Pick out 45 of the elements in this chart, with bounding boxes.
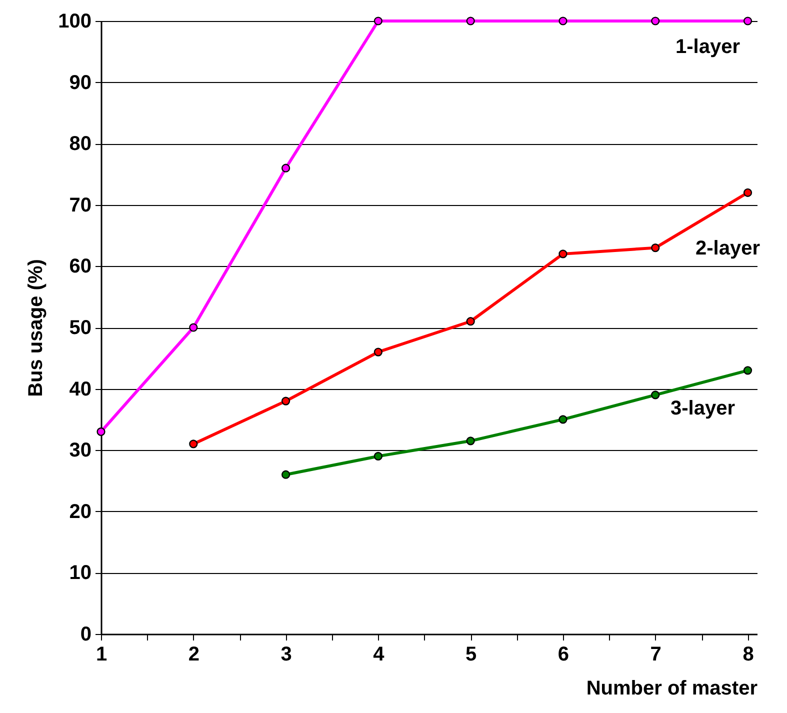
series-label: 3-layer: [670, 397, 736, 420]
y-tick-label: 20: [69, 500, 92, 523]
point: [651, 390, 660, 400]
y-tick-label: 60: [69, 256, 92, 278]
y-tick-label: 50: [69, 317, 92, 339]
x-tick-label: 5: [466, 644, 477, 666]
point: [96, 427, 106, 436]
point: [743, 16, 752, 26]
x-tick-label: 8: [742, 644, 754, 666]
x-tick-label: 7: [650, 644, 662, 666]
y-axis-title: Bus usage (%): [25, 259, 48, 397]
point: [374, 452, 382, 461]
point: [189, 440, 198, 448]
point: [466, 436, 475, 446]
y-tick-label: 10: [69, 562, 92, 584]
point: [743, 366, 752, 375]
y-tick-label: 100: [58, 10, 92, 32]
series-label: 1-layer: [676, 36, 740, 58]
y-tick-label: 90: [69, 72, 92, 94]
point: [651, 16, 660, 26]
point: [651, 244, 660, 252]
x-tick-label: 4: [373, 644, 386, 666]
y-tick-label: 40: [69, 378, 92, 400]
point: [281, 396, 290, 406]
point: [189, 323, 198, 332]
point: [281, 470, 290, 479]
y-tick-label: 80: [69, 133, 92, 156]
y-tick-label: 70: [69, 194, 92, 216]
x-axis-title: Number of master: [586, 678, 758, 700]
point: [466, 317, 475, 326]
x-tick-label: 1: [96, 644, 108, 666]
point: [374, 16, 382, 26]
point: [558, 250, 568, 258]
point: [466, 16, 475, 26]
y-tick-label: 30: [69, 440, 92, 462]
point: [558, 415, 568, 424]
x-tick-label: 2: [188, 644, 200, 666]
x-tick-label: 3: [280, 644, 292, 666]
x-tick-label: 6: [558, 644, 570, 666]
y-tick-label: 0: [80, 624, 92, 646]
point: [374, 348, 382, 356]
point: [558, 16, 568, 26]
series-label: 2-layer: [696, 238, 760, 260]
point: [743, 188, 752, 197]
point: [281, 164, 290, 172]
